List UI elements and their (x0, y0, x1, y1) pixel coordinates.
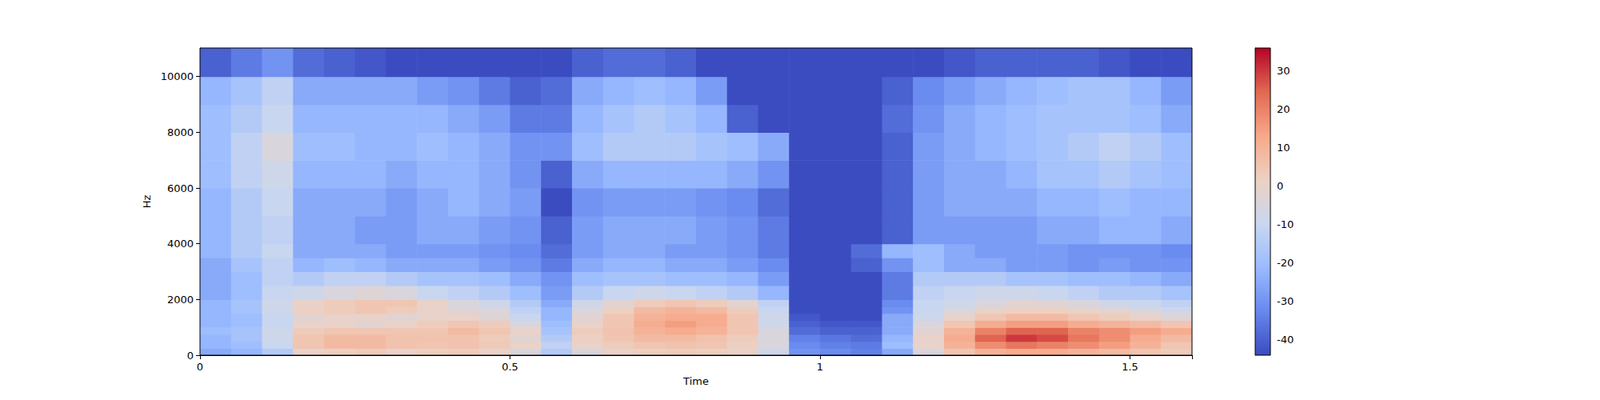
svg-text:30: 30 (1276, 64, 1291, 77)
svg-text:1.5: 1.5 (1121, 360, 1139, 373)
svg-text:6000: 6000 (167, 182, 194, 195)
svg-text:Time: Time (682, 375, 709, 388)
svg-text:20: 20 (1276, 103, 1291, 116)
svg-text:0: 0 (187, 349, 194, 362)
svg-text:10: 10 (1276, 141, 1291, 154)
svg-text:-20: -20 (1276, 256, 1294, 269)
svg-text:0.5: 0.5 (501, 360, 519, 373)
svg-text:Hz: Hz (140, 195, 153, 209)
svg-text:8000: 8000 (167, 126, 194, 139)
svg-text:-30: -30 (1276, 295, 1294, 308)
svg-text:0: 0 (1276, 180, 1284, 192)
svg-text:2000: 2000 (167, 293, 194, 306)
svg-text:4000: 4000 (167, 237, 194, 250)
svg-text:-40: -40 (1276, 333, 1294, 346)
svg-text:-10: -10 (1276, 218, 1294, 231)
svg-text:10000: 10000 (160, 70, 194, 83)
svg-text:1: 1 (816, 360, 824, 373)
svg-text:0: 0 (196, 360, 204, 373)
